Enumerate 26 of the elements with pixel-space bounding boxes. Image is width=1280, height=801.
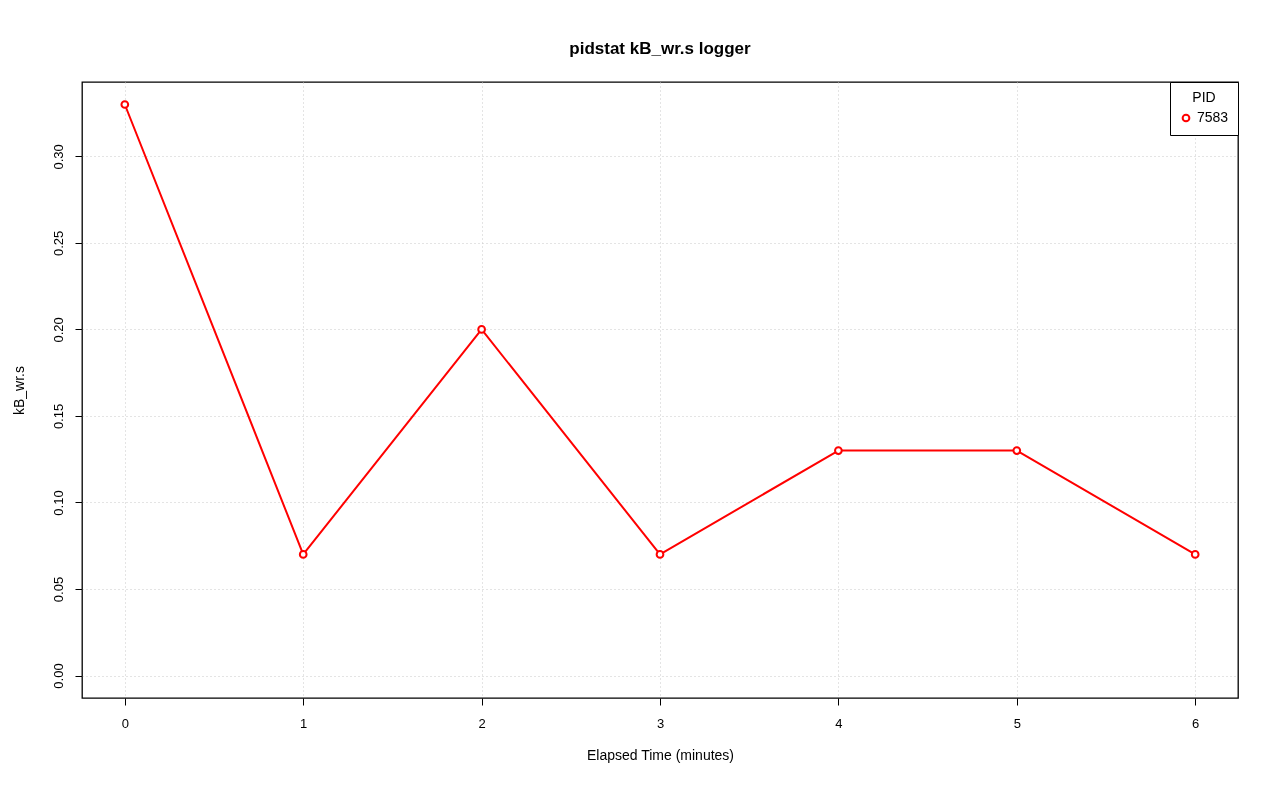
y-axis-title: kB_wr.s: [10, 365, 27, 416]
y-tick-label: 0.05: [50, 576, 66, 603]
y-tick-label: 0.25: [50, 230, 66, 257]
x-tick-label: 5: [1013, 715, 1021, 731]
point: [120, 100, 130, 109]
x-axis-title: Elapsed Time (minutes): [586, 746, 735, 763]
point: [655, 550, 665, 559]
point: [298, 550, 308, 559]
point: [1012, 446, 1022, 455]
x-tick-label: 1: [300, 715, 308, 731]
y-tick-label: 0.10: [50, 490, 66, 516]
y-tick-label: 0.00: [50, 663, 66, 689]
y-tick-label: 0.20: [50, 317, 66, 343]
y-tick-label: 0.30: [50, 144, 66, 170]
point: [477, 325, 486, 334]
point: [1190, 550, 1200, 559]
y-tick-label: 0.15: [50, 403, 66, 430]
legend-label: 7583: [1197, 109, 1229, 125]
x-tick-label: 4: [835, 715, 843, 731]
x-tick-label: 0: [121, 715, 129, 731]
chart-title: pidstat kB_wr.s logger: [569, 38, 752, 58]
legend-title: PID: [1192, 89, 1216, 105]
x-tick-label: 2: [478, 715, 486, 731]
x-tick-label: 6: [1192, 715, 1200, 731]
point: [834, 446, 843, 455]
x-tick-label: 3: [656, 715, 665, 731]
